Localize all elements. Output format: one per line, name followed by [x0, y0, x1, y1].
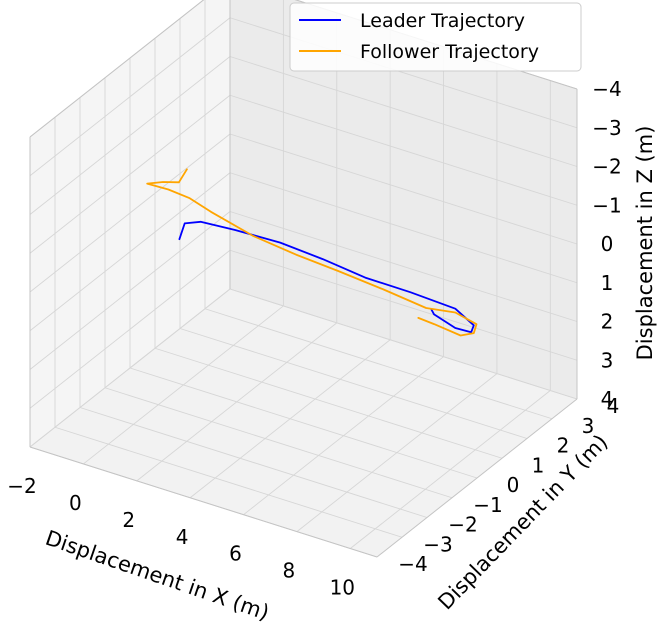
- z-tick-label: 4: [601, 387, 614, 411]
- grid-z-left: [29, 172, 231, 332]
- grid-z-left: [29, 288, 231, 448]
- grid-y-floor: [129, 367, 478, 479]
- grid-y-floor: [79, 407, 428, 518]
- pane-edge: [29, 0, 205, 138]
- y-tick-label: 4: [607, 394, 620, 418]
- z-tick-label: 1: [601, 271, 614, 295]
- y-tick-label: −1: [473, 493, 502, 517]
- z-tick-label: 3: [601, 348, 614, 372]
- grid-y-floor: [179, 328, 528, 439]
- x-tick-label: 4: [176, 525, 189, 549]
- x-tick-label: 0: [69, 491, 82, 515]
- z-tick-label: −4: [592, 77, 621, 101]
- y-tick-label: −4: [398, 552, 427, 576]
- z-tick-label: −3: [592, 116, 621, 140]
- legend-label-follower: Follower Trajectory: [360, 41, 539, 63]
- z-tick-label: −1: [592, 193, 621, 217]
- pane-edge: [29, 446, 378, 558]
- series-line-leader: [178, 220, 475, 334]
- z-axis-label: Displacement in Z (m): [633, 126, 657, 361]
- grid-z-left: [29, 211, 231, 370]
- grid-z-back: [229, 211, 578, 322]
- grid-z-left: [29, 56, 231, 215]
- grid-z-left: [29, 17, 231, 177]
- z-tick-label: 2: [601, 310, 614, 334]
- x-tick-label: 6: [229, 542, 242, 566]
- grid-z-back: [229, 249, 578, 361]
- x-tick-label: −2: [7, 474, 36, 498]
- x-tick-label: 10: [330, 576, 355, 600]
- grid-z-left: [29, 133, 231, 293]
- z-tick-label: 0: [601, 232, 614, 256]
- grid-y-floor: [154, 347, 503, 459]
- grid-y-floor: [104, 387, 453, 499]
- x-axis-label: Displacement in X (m): [42, 526, 272, 625]
- y-tick-label: 1: [532, 453, 545, 477]
- grid-y-floor: [54, 426, 403, 538]
- x-tick-label: 2: [122, 508, 135, 532]
- x-tick-label: 8: [283, 559, 296, 583]
- grid-y-floor: [204, 308, 553, 420]
- series-line-follower: [146, 168, 478, 337]
- z-tick-label: −2: [592, 155, 621, 179]
- y-tick-label: 0: [507, 473, 520, 497]
- grid-z-back: [229, 94, 578, 206]
- pane-edge: [376, 398, 578, 558]
- grid-z-back: [229, 288, 578, 400]
- pane-back: [230, 0, 577, 399]
- grid-z-back: [229, 172, 578, 284]
- grid-z-left: [29, 94, 231, 254]
- grid-z-left: [29, 249, 231, 409]
- legend: Leader Trajectory Follower Trajectory: [289, 2, 582, 72]
- legend-label-leader: Leader Trajectory: [360, 10, 525, 32]
- grid-z-back: [229, 133, 578, 245]
- data-series: [146, 168, 478, 337]
- y-tick-label: −3: [423, 532, 452, 556]
- grid-z-back: [229, 56, 578, 167]
- y-tick-label: −2: [448, 513, 477, 537]
- y-tick-label: 2: [557, 434, 570, 458]
- grid-z-back: [229, 17, 578, 129]
- y-tick-label: 3: [582, 414, 595, 438]
